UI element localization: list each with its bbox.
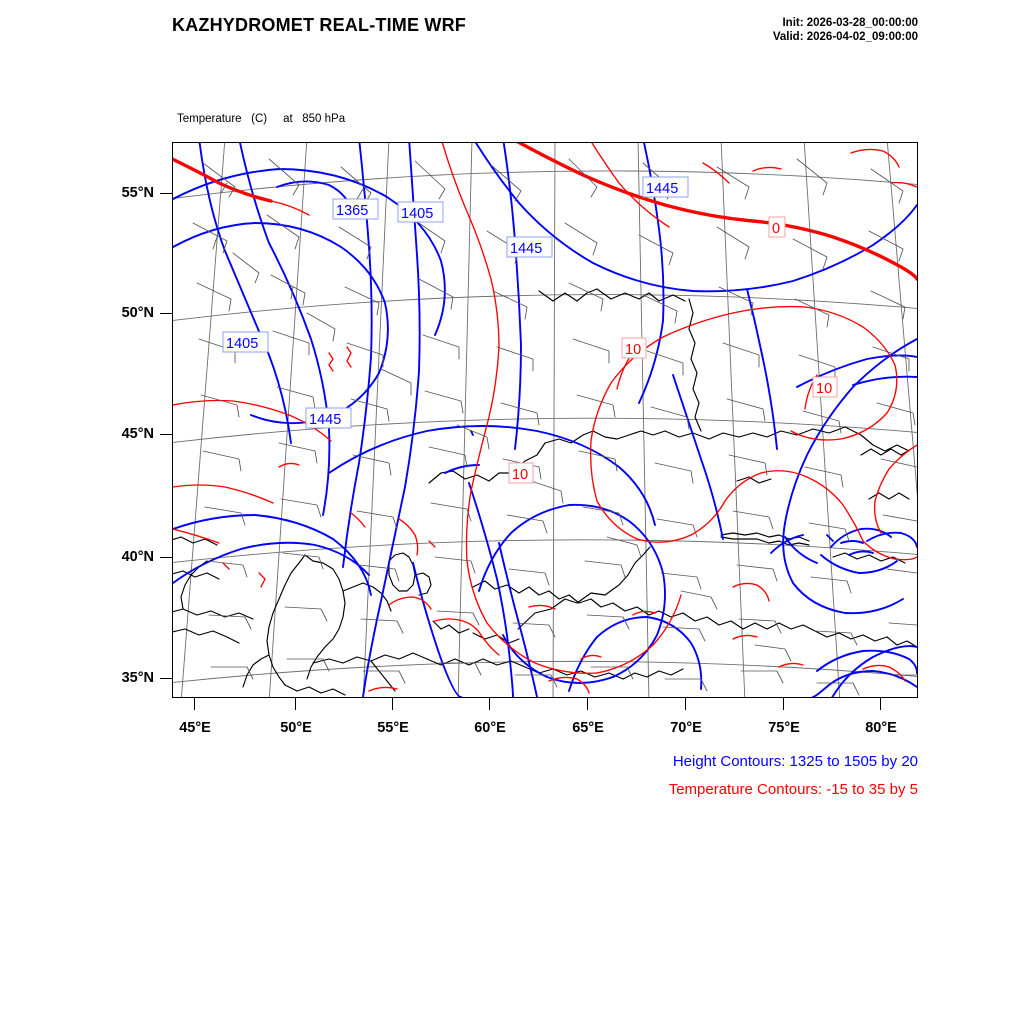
height-label-1365: 1365: [332, 198, 379, 220]
x-axis-label-55e: 55°E: [377, 720, 409, 736]
temperature-contour-legend: Temperature Contours: -15 to 35 by 5: [668, 781, 918, 798]
x-axis-label-60e: 60°E: [474, 720, 506, 736]
valid-time: Valid: 2026-04-02_09:00:00: [772, 31, 918, 43]
coastlines-and-borders: [173, 288, 917, 696]
x-tick-60e: [489, 697, 491, 710]
x-tick-80e: [880, 697, 882, 710]
height-label-value: 1365: [336, 203, 368, 219]
x-tick-45e: [194, 697, 196, 710]
temperature-contour-labels: 0 10 10 10: [508, 216, 838, 484]
y-tick-40: [160, 557, 173, 559]
x-axis-label-65e: 65°E: [572, 720, 604, 736]
height-label-1445-center-top: 1445: [506, 236, 553, 258]
temperature-label-value: 10: [625, 342, 641, 358]
weather-map-plot: .grat{fill:none;stroke:#6e6e6e;stroke-wi…: [172, 142, 918, 698]
x-axis-label-50e: 50°E: [280, 720, 312, 736]
x-tick-55e: [392, 697, 394, 710]
y-tick-55: [160, 193, 173, 195]
height-label-value: 1405: [226, 336, 258, 352]
height-label-1445-southwest: 1445: [305, 407, 352, 429]
x-tick-65e: [587, 697, 589, 710]
page-title: KAZHYDROMET REAL-TIME WRF: [172, 15, 466, 35]
temperature-label-0: 0: [768, 216, 786, 238]
temperature-contours: [173, 143, 917, 694]
x-axis-label-70e: 70°E: [670, 720, 702, 736]
y-tick-45: [160, 434, 173, 436]
x-tick-70e: [685, 697, 687, 710]
temperature-label-value: 0: [772, 221, 780, 237]
temperature-label-10-north: 10: [621, 337, 647, 359]
x-tick-50e: [295, 697, 297, 710]
x-axis-label-45e: 45°E: [179, 720, 211, 736]
x-tick-75e: [783, 697, 785, 710]
model-timestamps: Init: 2026-03-28_00:00:00 Valid: 2026-04…: [773, 16, 918, 44]
y-tick-50: [160, 313, 173, 315]
temperature-label-10-center: 10: [508, 462, 534, 484]
height-label-value: 1445: [646, 181, 678, 197]
height-label-1445-northeast: 1445: [642, 176, 689, 198]
temperature-label-value: 10: [512, 467, 528, 483]
temperature-label-value: 10: [816, 381, 832, 397]
height-contour-legend: Height Contours: 1325 to 1505 by 20: [672, 753, 918, 770]
temperature-label-10-east: 10: [812, 376, 838, 398]
init-time: Init: 2026-03-28_00:00:00: [782, 17, 918, 29]
height-contours: [173, 143, 917, 697]
height-label-1405-west: 1405: [222, 331, 269, 353]
y-tick-35: [160, 678, 173, 680]
height-label-value: 1445: [510, 241, 542, 257]
x-axis-label-80e: 80°E: [865, 720, 897, 736]
field-temperature: Temperature (C) at 850 hPa: [177, 113, 346, 125]
height-label-1405-top: 1405: [397, 201, 444, 223]
y-axis-label-55n: 55°N: [121, 185, 154, 201]
y-axis-label-40n: 40°N: [121, 549, 154, 565]
x-axis-label-75e: 75°E: [768, 720, 800, 736]
height-contour-labels: 1365 1405 1445 1445 1405 1445: [222, 176, 689, 429]
y-axis-label-35n: 35°N: [121, 670, 154, 686]
y-axis-label-45n: 45°N: [121, 426, 154, 442]
height-label-value: 1445: [309, 412, 341, 428]
y-axis-label-50n: 50°N: [121, 305, 154, 321]
height-label-value: 1405: [401, 206, 433, 222]
